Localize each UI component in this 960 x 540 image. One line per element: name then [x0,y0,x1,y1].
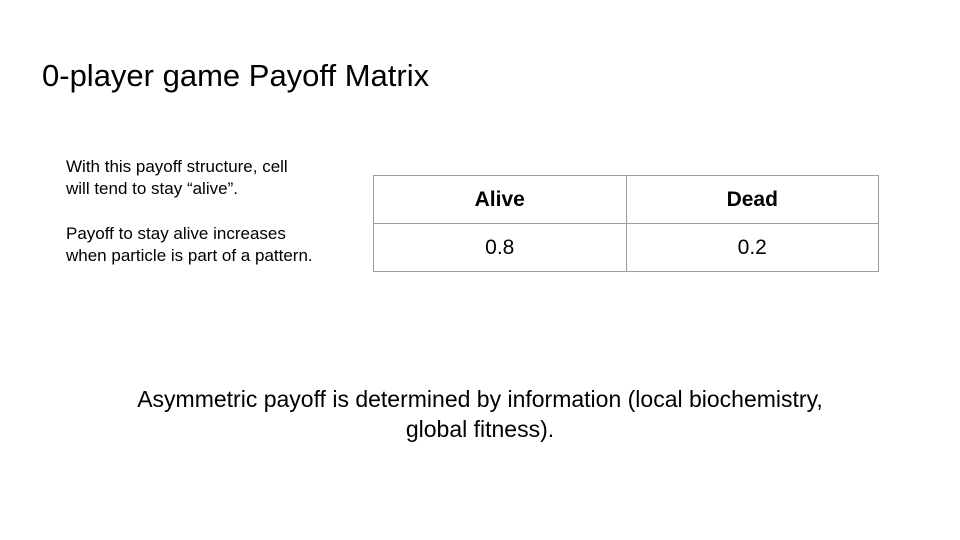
column-header-dead: Dead [625,175,879,224]
table-row: 0.8 0.2 [373,223,879,272]
slide-title: 0-player game Payoff Matrix [42,58,430,93]
table-header-row: Alive Dead [373,175,879,224]
column-header-alive: Alive [373,175,627,224]
cell-alive-value: 0.8 [373,223,627,272]
footer-line: global fitness). [405,416,555,442]
side-text-line: when particle is part of a pattern. [66,246,313,265]
footer-line: Asymmetric payoff is determined by infor… [137,386,823,412]
paragraph-gap [66,200,366,223]
side-text-line: Payoff to stay alive increases [66,224,286,243]
side-text-line: With this payoff structure, cell [66,157,288,176]
side-text-line: will tend to stay “alive”. [66,179,238,198]
payoff-matrix-table: Alive Dead 0.8 0.2 [373,175,879,272]
side-text-block: With this payoff structure, cell will te… [66,156,366,267]
footer-text-block: Asymmetric payoff is determined by infor… [0,384,960,444]
cell-dead-value: 0.2 [625,223,879,272]
